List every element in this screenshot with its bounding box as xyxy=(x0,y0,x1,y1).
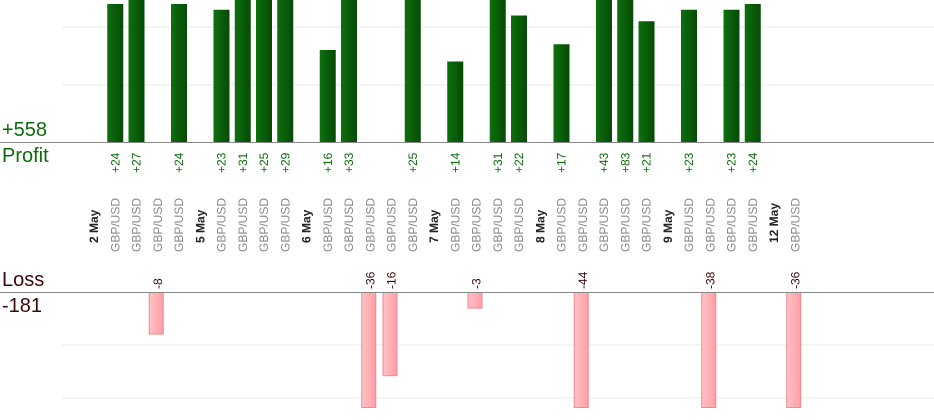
profit-value-label: +23 xyxy=(682,152,696,173)
profit-bar xyxy=(553,44,570,142)
profit-value-label: +33 xyxy=(342,152,356,173)
loss-value-label: -36 xyxy=(363,271,377,289)
pair-label: GBP/USD xyxy=(448,198,462,252)
profit-value-label: +21 xyxy=(640,152,654,173)
pair-label: GBP/USD xyxy=(257,198,271,252)
profit-value-label: +24 xyxy=(746,152,760,173)
date-label: 2 May xyxy=(87,209,101,243)
pair-label: GBP/USD xyxy=(363,198,377,252)
pair-label: GBP/USD xyxy=(321,198,335,252)
profit-bar xyxy=(744,4,761,142)
profit-bar xyxy=(617,0,634,142)
loss-total: -181 xyxy=(2,295,43,317)
profit-bar xyxy=(638,21,655,142)
profit-bar xyxy=(277,0,294,142)
pair-label: GBP/USD xyxy=(470,198,484,252)
loss-value-label: -8 xyxy=(151,278,165,289)
loss-bar xyxy=(573,292,589,408)
pair-label: GBP/USD xyxy=(597,198,611,252)
profit-value-label: +83 xyxy=(618,152,632,173)
profit-value-label: +14 xyxy=(448,152,462,173)
pair-label: GBP/USD xyxy=(725,198,739,252)
loss-bar xyxy=(148,292,164,335)
loss-bar xyxy=(361,292,377,408)
profit-total: +558 xyxy=(2,119,48,141)
profit-value-label: +25 xyxy=(257,152,271,173)
profit-bar xyxy=(107,4,124,142)
profit-value-label: +27 xyxy=(130,152,144,173)
pair-label: GBP/USD xyxy=(406,198,420,252)
profit-value-label: +16 xyxy=(321,152,335,173)
pair-label: GBP/USD xyxy=(108,198,122,252)
pair-label: GBP/USD xyxy=(491,198,505,252)
pair-label: GBP/USD xyxy=(342,198,356,252)
date-label: 9 May xyxy=(661,209,675,243)
profit-bar xyxy=(489,0,506,142)
profit-value-label: +22 xyxy=(512,152,526,173)
loss-value-label: -16 xyxy=(385,271,399,289)
profit-value-label: +29 xyxy=(278,152,292,173)
profit-bar xyxy=(319,50,336,142)
profit-bar xyxy=(596,0,612,142)
pair-label: GBP/USD xyxy=(640,198,654,252)
profit-value-label: +23 xyxy=(215,152,229,173)
profit-bar xyxy=(234,0,251,142)
profit-value-label: +24 xyxy=(172,152,186,173)
date-label: 6 May xyxy=(300,209,314,243)
profit-value-label: +17 xyxy=(555,152,569,173)
profit-value-label: +23 xyxy=(725,152,739,173)
pair-label: GBP/USD xyxy=(130,198,144,252)
profit-value-label: +31 xyxy=(236,152,250,173)
pair-label: GBP/USD xyxy=(746,198,760,252)
loss-bars xyxy=(148,292,802,408)
date-label: 12 May xyxy=(767,203,781,243)
date-label: 8 May xyxy=(533,209,547,243)
axes xyxy=(0,142,934,293)
pair-label: GBP/USD xyxy=(278,198,292,252)
pair-label: GBP/USD xyxy=(512,198,526,252)
profit-value-label: +31 xyxy=(491,152,505,173)
pair-label: GBP/USD xyxy=(172,198,186,252)
pair-label: GBP/USD xyxy=(682,198,696,252)
date-label: 7 May xyxy=(427,209,441,243)
date-label: 5 May xyxy=(193,209,207,243)
pair-label: GBP/USD xyxy=(236,198,250,252)
loss-bar xyxy=(786,292,802,408)
profit-bar xyxy=(447,61,464,142)
pair-label: GBP/USD xyxy=(385,198,399,252)
loss-label: Loss xyxy=(2,269,45,291)
profit-bars xyxy=(107,0,761,142)
pair-label: GBP/USD xyxy=(618,198,632,252)
profit-bar xyxy=(681,9,697,142)
profit-value-label: +24 xyxy=(108,152,122,173)
profit-bar xyxy=(171,4,187,142)
loss-value-label: -44 xyxy=(576,271,590,289)
pair-label: GBP/USD xyxy=(151,198,165,252)
bar-labels: 2 May GBP/USD +24 GBP/USD +27 GBP/USD -8 GBP/US… xyxy=(87,152,802,289)
pair-label: GBP/USD xyxy=(215,198,229,252)
pair-label: GBP/USD xyxy=(576,198,590,252)
pair-label: GBP/USD xyxy=(788,198,802,252)
profit-bar xyxy=(723,9,740,142)
loss-bar xyxy=(467,292,483,309)
profit-bar xyxy=(256,0,272,142)
profit-bar xyxy=(404,0,421,142)
pair-label: GBP/USD xyxy=(703,198,717,252)
pair-label: GBP/USD xyxy=(555,198,569,252)
profit-bar xyxy=(128,0,145,142)
profit-label: Profit xyxy=(2,145,49,167)
profit-bar xyxy=(341,0,357,142)
loss-value-label: -36 xyxy=(788,271,802,289)
profit-value-label: +43 xyxy=(597,152,611,173)
profit-bar xyxy=(213,9,230,142)
loss-bar xyxy=(382,292,398,377)
profit-bar xyxy=(511,15,527,142)
loss-bar xyxy=(701,292,717,408)
loss-value-label: -3 xyxy=(470,278,484,289)
profit-value-label: +25 xyxy=(406,152,420,173)
loss-value-label: -38 xyxy=(703,271,717,289)
